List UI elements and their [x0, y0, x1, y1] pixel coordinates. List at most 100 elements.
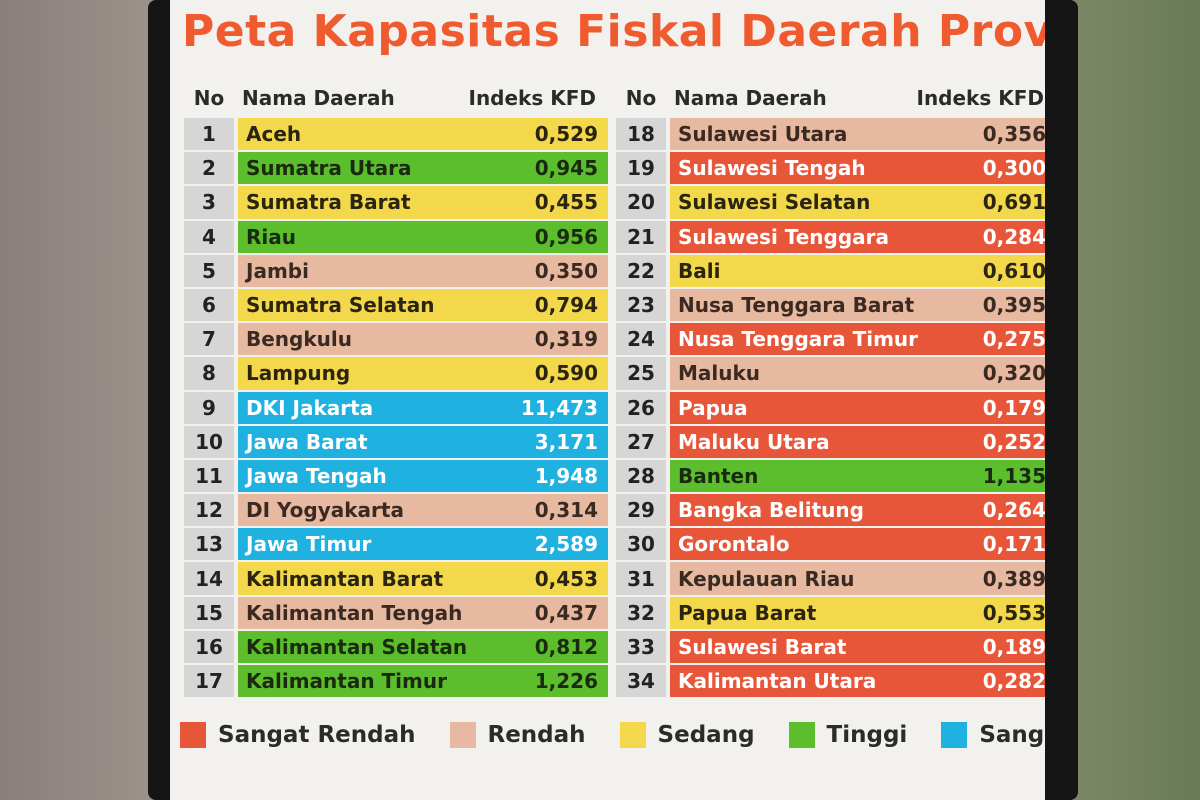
header-index: Indeks KFD [916, 86, 1045, 110]
kfd-index-value: 0,320 [982, 361, 1045, 386]
kfd-index-value: 2,589 [534, 532, 598, 557]
region-cell: Sulawesi Tenggara 0,284 [670, 220, 1045, 255]
rows-right: 18 Sulawesi Utara 0,356 19 Sulawesi Tengah 0,… [616, 118, 1045, 700]
row-number: 12 [184, 494, 234, 529]
kfd-index-value: 0,956 [534, 224, 598, 249]
region-name: Jawa Tengah [246, 463, 387, 488]
region-name: Sulawesi Selatan [678, 190, 871, 215]
row-number: 31 [616, 562, 666, 597]
region-cell: Papua Barat 0,553 [670, 596, 1045, 631]
region-name: Kalimantan Barat [246, 566, 444, 591]
table-row: 17 Kalimantan Timur 1,226 [184, 665, 608, 700]
legend-swatch [941, 722, 968, 748]
row-number: 20 [616, 186, 666, 221]
region-cell: Jambi 0,350 [238, 254, 608, 289]
row-number: 19 [616, 152, 666, 187]
region-cell: Sulawesi Tengah 0,300 [670, 152, 1045, 187]
kfd-index-value: 0,319 [534, 327, 598, 352]
table-row: 24 Nusa Tenggara Timur 0,275 [616, 323, 1045, 358]
region-name: Jawa Barat [246, 429, 368, 454]
infographic-title: Peta Kapasitas Fiskal Daerah Provins [182, 6, 1045, 57]
legend-label: Sangat Ting [979, 722, 1045, 748]
kfd-index-value: 11,473 [520, 395, 598, 420]
row-number: 22 [616, 254, 666, 289]
row-number: 5 [184, 254, 234, 289]
row-number: 32 [616, 596, 666, 631]
row-number: 30 [616, 528, 666, 563]
table-row: 11 Jawa Tengah 1,948 [184, 459, 608, 495]
row-number: 1 [184, 118, 234, 153]
region-cell: Papua 0,179 [670, 391, 1045, 426]
kfd-index-value: 0,275 [982, 327, 1045, 352]
table-right: No Nama Daerah Indeks KFD 18 Sulawesi Uta… [616, 78, 1045, 700]
legend-item-sangat-rendah: Sangat Rendah [180, 722, 416, 748]
table-row: 27 Maluku Utara 0,252 [616, 425, 1045, 460]
table-row: 1 Aceh 0,529 [184, 118, 608, 153]
kfd-index-value: 0,437 [534, 600, 598, 625]
region-cell: Banten 1,135 [670, 459, 1045, 495]
region-name: Bangka Belitung [678, 498, 864, 523]
header-no: No [193, 86, 225, 110]
region-cell: Gorontalo 0,171 [670, 528, 1045, 563]
region-cell: Nusa Tenggara Barat 0,395 [670, 288, 1045, 324]
legend-swatch [619, 722, 646, 748]
kfd-index-value: 0,590 [534, 361, 598, 386]
row-number: 7 [184, 323, 234, 358]
header-no: No [625, 86, 657, 110]
row-number: 2 [184, 152, 234, 187]
region-cell: Bangka Belitung 0,264 [670, 494, 1045, 529]
row-number: 25 [616, 357, 666, 392]
region-name: Jawa Timur [246, 532, 372, 557]
row-number: 11 [184, 459, 234, 495]
region-name: Aceh [246, 122, 302, 147]
row-number: 4 [184, 220, 234, 255]
region-name: Bengkulu [246, 327, 352, 352]
region-cell: Riau 0,956 [238, 220, 608, 255]
row-number: 16 [184, 630, 234, 665]
row-number: 10 [184, 425, 234, 460]
legend: Sangat Rendah Rendah Sedang Tinggi Sangat Ti… [180, 722, 1045, 748]
region-cell: Sumatra Barat 0,455 [238, 186, 608, 221]
row-number: 17 [184, 665, 234, 700]
region-name: Maluku Utara [678, 429, 830, 454]
region-name: Kalimantan Tengah [246, 600, 463, 625]
kfd-index-value: 0,395 [982, 293, 1045, 318]
phone-screen: Peta Kapasitas Fiskal Daerah Provins No … [170, 0, 1045, 800]
kfd-index-value: 0,300 [982, 156, 1045, 181]
row-number: 8 [184, 357, 234, 392]
kfd-index-value: 0,812 [534, 634, 598, 659]
row-number: 14 [184, 562, 234, 597]
region-name: Sulawesi Utara [678, 122, 848, 147]
table-row: 25 Maluku 0,320 [616, 357, 1045, 392]
row-number: 3 [184, 186, 234, 221]
kfd-index-value: 0,252 [982, 429, 1045, 454]
region-cell: Sulawesi Utara 0,356 [670, 118, 1045, 153]
region-cell: Nusa Tenggara Timur 0,275 [670, 323, 1045, 358]
legend-swatch [449, 722, 476, 748]
region-cell: Lampung 0,590 [238, 357, 608, 392]
region-cell: Sulawesi Selatan 0,691 [670, 186, 1045, 221]
region-name: Kalimantan Utara [678, 669, 877, 694]
table-row: 9 DKI Jakarta 11,473 [184, 391, 608, 426]
region-name: DI Yogyakarta [246, 498, 404, 523]
kfd-index-value: 0,610 [982, 258, 1045, 283]
region-name: Nusa Tenggara Timur [678, 327, 919, 352]
row-number: 24 [616, 323, 666, 358]
table-row: 10 Jawa Barat 3,171 [184, 425, 608, 460]
row-number: 26 [616, 391, 666, 426]
table-row: 6 Sumatra Selatan 0,794 [184, 288, 608, 324]
kfd-index-value: 0,189 [982, 634, 1045, 659]
table-row: 20 Sulawesi Selatan 0,691 [616, 186, 1045, 221]
table-row: 26 Papua 0,179 [616, 391, 1045, 426]
table-row: 29 Bangka Belitung 0,264 [616, 494, 1045, 529]
legend-label: Sangat Rendah [218, 722, 416, 748]
row-number: 18 [616, 118, 666, 153]
kfd-index-value: 0,389 [982, 566, 1045, 591]
kfd-index-value: 0,356 [982, 122, 1045, 147]
kfd-index-value: 1,948 [534, 463, 598, 488]
kfd-index-value: 0,945 [534, 156, 598, 181]
header-name: Nama Daerah [674, 86, 827, 110]
row-number: 29 [616, 494, 666, 529]
row-number: 23 [616, 288, 666, 324]
region-name: Sumatra Selatan [246, 293, 435, 318]
